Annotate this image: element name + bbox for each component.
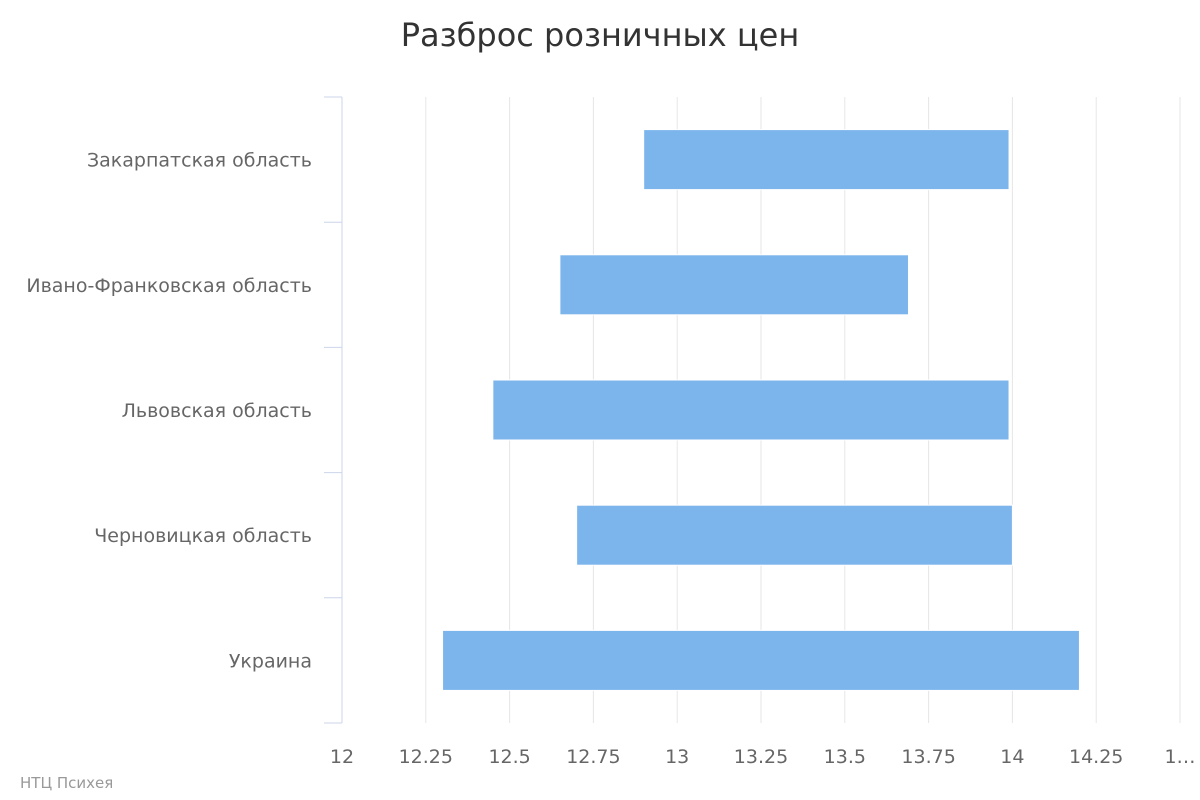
chart-title: Разброс розничных цен — [400, 16, 800, 54]
x-tick-label: 13.25 — [734, 746, 788, 768]
x-tick-label: 12.5 — [488, 746, 530, 768]
range-bar — [576, 504, 1013, 566]
x-tick-label: 1… — [1164, 746, 1195, 768]
x-tick-label: 14 — [1000, 746, 1024, 768]
range-bar — [559, 254, 909, 316]
range-bar — [643, 129, 1010, 191]
range-bar — [442, 629, 1080, 691]
x-tick-label: 13.75 — [901, 746, 955, 768]
x-tick-label: 14.25 — [1069, 746, 1123, 768]
category-label: Закарпатская область — [87, 150, 312, 172]
category-label: Львовская область — [122, 400, 312, 422]
x-tick-label: 12 — [330, 746, 354, 768]
category-label: Украина — [229, 650, 312, 672]
x-tick-label: 13.5 — [824, 746, 866, 768]
x-tick-label: 12.75 — [566, 746, 620, 768]
category-label: Ивано-Франковская область — [26, 275, 312, 297]
category-label: Черновицкая область — [94, 525, 312, 547]
credit-link[interactable]: НТЦ Психея — [20, 774, 114, 792]
range-bar — [492, 379, 1010, 441]
x-tick-label: 12.25 — [399, 746, 453, 768]
x-tick-label: 13 — [665, 746, 689, 768]
